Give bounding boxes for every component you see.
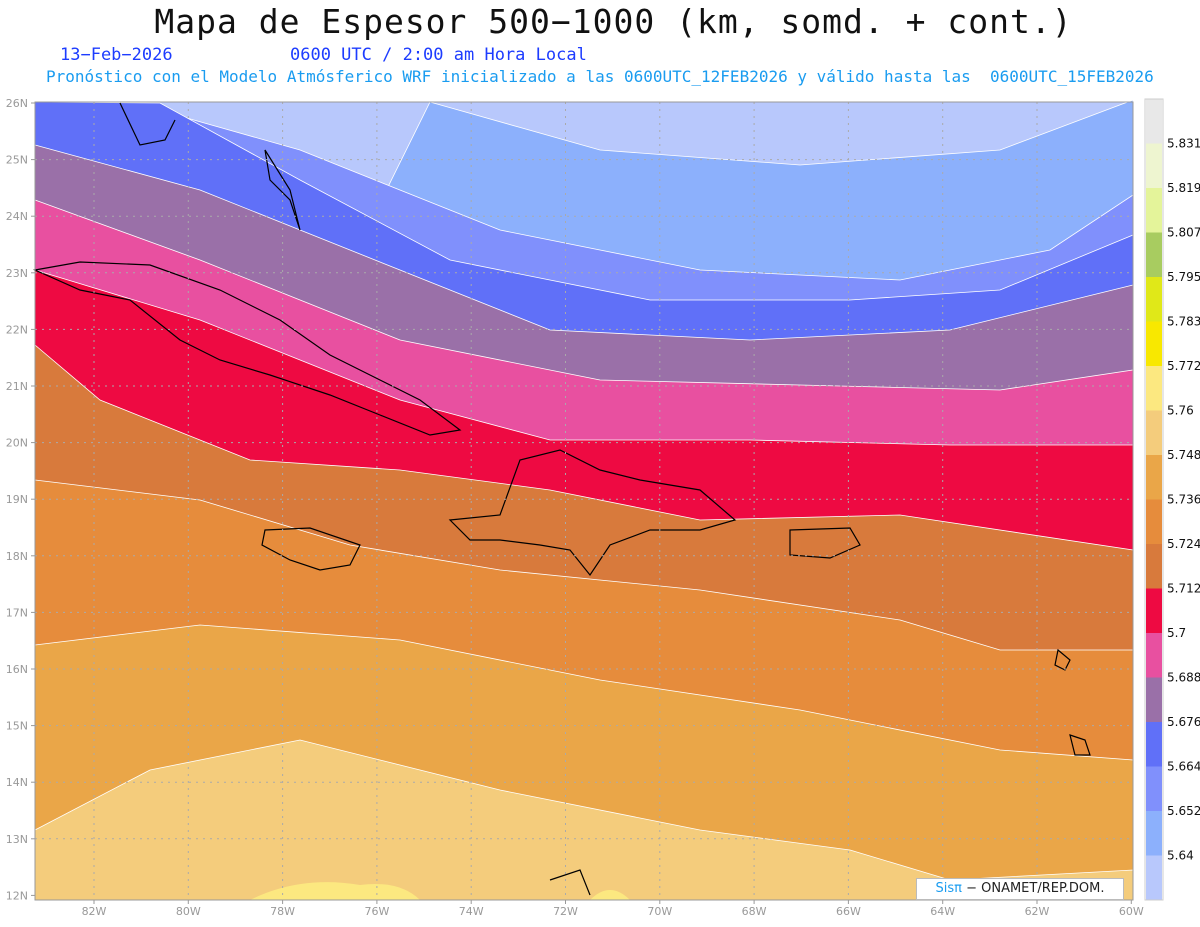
lat-label: 26N — [6, 97, 28, 110]
lat-label: 14N — [6, 776, 28, 789]
colorbar-label: 5.748 — [1167, 448, 1200, 462]
colorbar-swatch — [1146, 811, 1162, 856]
colorbar-swatch — [1146, 499, 1162, 544]
lat-label: 24N — [6, 210, 28, 223]
colorbar-swatch — [1146, 855, 1162, 900]
colorbar-label: 5.652 — [1167, 804, 1200, 818]
lat-label: 23N — [6, 267, 28, 280]
lat-label: 13N — [6, 833, 28, 846]
coastline — [119, 102, 176, 146]
colorbar-label: 5.664 — [1167, 760, 1200, 774]
lon-label: 72W — [553, 905, 578, 918]
lat-label: 22N — [6, 323, 28, 336]
colorbar-swatch — [1146, 766, 1162, 811]
colorbar-label: 5.807 — [1167, 226, 1200, 240]
colorbar-label: 5.819 — [1167, 181, 1200, 195]
forecast-time: 0600 UTC / 2:00 am Hora Local — [290, 45, 587, 65]
colorbar-swatch — [1146, 677, 1162, 722]
colorbar-swatch — [1146, 722, 1162, 767]
thickness-bands — [34, 99, 1134, 901]
lon-label: 76W — [364, 905, 389, 918]
gridlines — [31, 102, 1133, 904]
colorbar-swatch — [1146, 455, 1162, 500]
map-title: Mapa de Espesor 500−1000 (km, somd. + co… — [154, 2, 1073, 41]
lat-label: 25N — [6, 154, 28, 167]
lat-label: 12N — [6, 889, 28, 902]
lat-label: 19N — [6, 493, 28, 506]
logo-brand: Sisπ — [935, 881, 962, 896]
lat-label: 17N — [6, 606, 28, 619]
coastline — [549, 869, 591, 896]
colorbar-label: 5.772 — [1167, 359, 1200, 373]
colorbar-swatch — [1146, 366, 1162, 411]
coastline — [789, 527, 861, 559]
sispi-logo: Sisπ − ONAMET/REP.DOM. — [916, 878, 1124, 900]
model-subtitle: Pronóstico con el Modelo Atmósferico WRF… — [46, 67, 1154, 86]
colorbar-label: 5.676 — [1167, 715, 1200, 729]
lon-labels: 82W 80W 78W 76W 74W 72W 70W 68W 66W 64W 62W 60W — [82, 905, 1144, 918]
lon-label: 78W — [270, 905, 295, 918]
colorbar: 5.831 5.819 5.807 5.795 5.783 5.772 5.76 5.748 5… — [1144, 98, 1200, 901]
thickness-band — [250, 882, 630, 900]
colorbar-swatch — [1146, 99, 1162, 144]
coastline — [1054, 648, 1071, 671]
colorbar-swatch — [1146, 410, 1162, 455]
coastline — [264, 149, 301, 231]
colorbar-label: 5.831 — [1167, 137, 1200, 151]
coastline — [32, 261, 462, 436]
colorbar-swatch — [1146, 143, 1162, 188]
coastlines — [32, 102, 1091, 896]
colorbar-swatch — [1146, 321, 1162, 366]
lon-label: 62W — [1025, 905, 1050, 918]
colorbar-swatch — [1146, 188, 1162, 233]
lat-label: 15N — [6, 720, 28, 733]
colorbar-label: 5.712 — [1167, 582, 1200, 596]
logo-text: − ONAMET/REP.DOM. — [961, 881, 1105, 896]
forecast-date: 13−Feb−2026 — [60, 45, 173, 65]
colorbar-label: 5.76 — [1167, 404, 1194, 418]
coastline — [448, 449, 737, 577]
lon-label: 74W — [459, 905, 484, 918]
colorbar-label: 5.795 — [1167, 270, 1200, 284]
lat-label: 20N — [6, 437, 28, 450]
lat-labels: 26N 25N 24N 23N 22N 21N 20N 19N 18N 17N 16N 15N 14N 1… — [6, 97, 28, 902]
colorbar-swatch — [1146, 232, 1162, 277]
lat-label: 21N — [6, 380, 28, 393]
lat-label: 16N — [6, 663, 28, 676]
lon-label: 68W — [742, 905, 767, 918]
lon-label: 64W — [930, 905, 955, 918]
colorbar-label: 5.64 — [1167, 849, 1194, 863]
colorbar-swatch — [1146, 588, 1162, 633]
coastline — [1069, 734, 1091, 756]
colorbar-label: 5.688 — [1167, 671, 1200, 685]
lon-label: 60W — [1119, 905, 1144, 918]
lat-label: 18N — [6, 550, 28, 563]
colorbar-label: 5.736 — [1167, 493, 1200, 507]
lon-label: 70W — [647, 905, 672, 918]
lon-label: 80W — [176, 905, 201, 918]
colorbar-label: 5.7 — [1167, 626, 1186, 640]
colorbar-swatch — [1146, 277, 1162, 322]
colorbar-frame — [1144, 98, 1164, 901]
lon-label: 66W — [836, 905, 861, 918]
colorbar-swatch — [1146, 633, 1162, 678]
colorbar-label: 5.783 — [1167, 315, 1200, 329]
coastline — [261, 527, 361, 571]
colorbar-swatch — [1146, 544, 1162, 589]
lon-label: 82W — [82, 905, 107, 918]
map-frame — [34, 101, 1134, 901]
colorbar-label: 5.724 — [1167, 537, 1200, 551]
